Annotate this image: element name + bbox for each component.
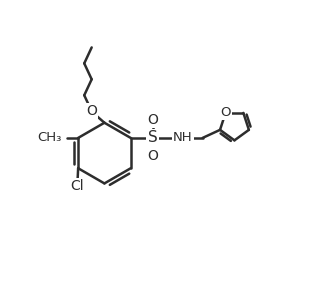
Text: O: O bbox=[220, 107, 231, 119]
Text: O: O bbox=[86, 104, 97, 118]
Text: NH: NH bbox=[173, 132, 193, 144]
Text: CH₃: CH₃ bbox=[37, 132, 61, 144]
Text: O: O bbox=[147, 148, 158, 162]
Text: O: O bbox=[147, 113, 158, 127]
Text: S: S bbox=[148, 130, 158, 146]
Text: Cl: Cl bbox=[71, 179, 84, 193]
